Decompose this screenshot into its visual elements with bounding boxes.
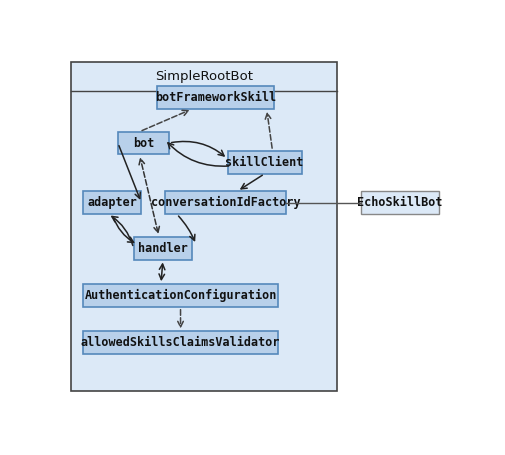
FancyBboxPatch shape — [165, 191, 286, 214]
FancyBboxPatch shape — [83, 331, 278, 354]
FancyBboxPatch shape — [71, 61, 337, 391]
Text: adapter: adapter — [87, 196, 137, 209]
Text: handler: handler — [138, 242, 188, 255]
Text: botFrameworkSkill: botFrameworkSkill — [155, 91, 276, 104]
FancyBboxPatch shape — [118, 131, 169, 154]
Text: conversationIdFactory: conversationIdFactory — [150, 196, 300, 209]
Text: AuthenticationConfiguration: AuthenticationConfiguration — [84, 289, 277, 302]
Text: bot: bot — [133, 136, 154, 150]
Text: skillClient: skillClient — [226, 156, 304, 169]
FancyBboxPatch shape — [361, 191, 439, 214]
Text: SimpleRootBot: SimpleRootBot — [155, 70, 253, 83]
FancyBboxPatch shape — [227, 151, 302, 174]
FancyBboxPatch shape — [157, 86, 275, 109]
FancyBboxPatch shape — [133, 237, 192, 259]
FancyBboxPatch shape — [83, 284, 278, 307]
Text: EchoSkillBot: EchoSkillBot — [357, 196, 442, 209]
FancyBboxPatch shape — [83, 191, 141, 214]
Text: allowedSkillsClaimsValidator: allowedSkillsClaimsValidator — [81, 336, 280, 349]
